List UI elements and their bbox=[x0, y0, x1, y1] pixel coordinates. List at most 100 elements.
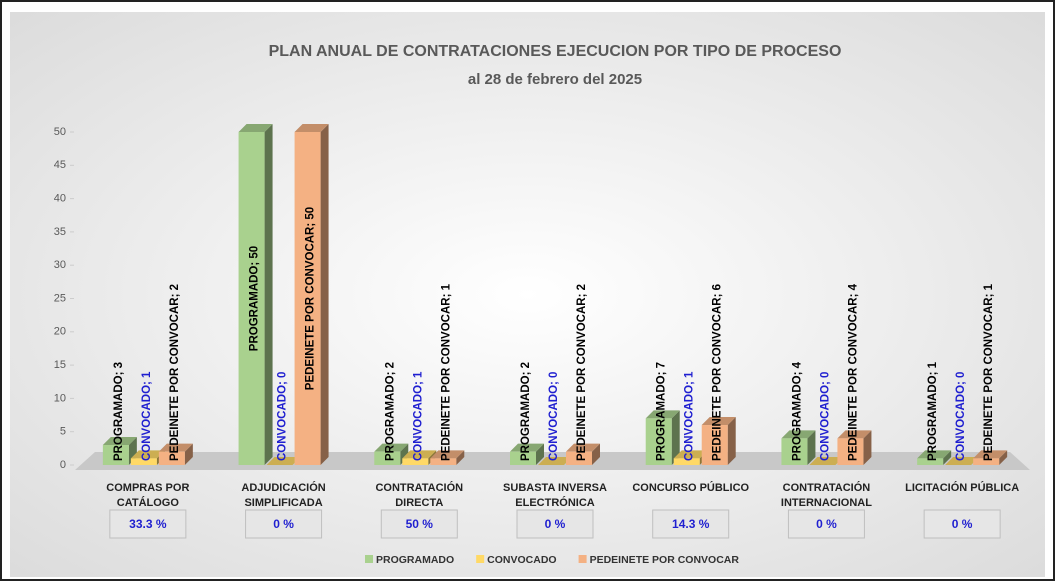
bar bbox=[374, 451, 401, 465]
chart-area bbox=[10, 12, 1045, 577]
legend-swatch bbox=[578, 555, 587, 563]
percent-box bbox=[787, 509, 865, 539]
percent-label: 50 % bbox=[406, 517, 434, 531]
percent-box bbox=[245, 509, 323, 539]
data-label: PEDEINETE POR CONVOCAR; 50 bbox=[305, 207, 317, 390]
bar bbox=[837, 438, 864, 465]
y-tick-label: 45 bbox=[54, 159, 66, 171]
y-tick-label: 15 bbox=[54, 359, 66, 371]
x-tick-label: LICITACIÓN PÚBLICA bbox=[905, 481, 1019, 494]
legend-label: PEDEINETE POR CONVOCAR bbox=[590, 554, 740, 566]
bar bbox=[102, 445, 129, 465]
percent-label: 14.3 % bbox=[672, 517, 710, 531]
x-tick-label: COMPRAS POR CATÁLOGO bbox=[106, 482, 189, 509]
chart-title: PLAN ANUAL DE CONTRATACIONES EJECUCION P… bbox=[269, 43, 842, 60]
bar-side bbox=[943, 450, 952, 465]
bar-top bbox=[510, 443, 544, 452]
bar-side bbox=[456, 450, 465, 465]
percent-box bbox=[380, 509, 458, 539]
bar-top bbox=[917, 450, 952, 459]
bar-side bbox=[264, 124, 273, 465]
legend-label: CONVOCADO bbox=[487, 554, 556, 566]
data-label: CONVOCADO; 1 bbox=[412, 371, 424, 461]
bar-top bbox=[809, 457, 844, 465]
bar bbox=[158, 451, 185, 465]
y-tick-label: 40 bbox=[54, 193, 66, 205]
data-label: PEDEINETE POR CONVOCAR; 2 bbox=[169, 284, 181, 461]
data-label: PROGRAMADO; 3 bbox=[113, 362, 125, 461]
bar-side bbox=[807, 430, 816, 465]
bar bbox=[130, 458, 157, 465]
y-tick-label: 35 bbox=[54, 226, 66, 238]
chart-subtitle: al 28 de febrero del 2025 bbox=[468, 71, 642, 88]
x-tick-label: CONTRATACIÓN DIRECTA bbox=[375, 481, 463, 509]
bar bbox=[673, 458, 700, 465]
bar-top bbox=[266, 457, 301, 465]
x-tick-label: ADJUDICACIÓN SIMPLIFICADA bbox=[241, 481, 325, 509]
data-label: PROGRAMADO; 1 bbox=[927, 361, 939, 461]
bar-top bbox=[945, 457, 980, 465]
bar bbox=[917, 458, 944, 465]
y-tick-label: 25 bbox=[54, 292, 66, 304]
bar-side bbox=[592, 443, 600, 465]
bar bbox=[781, 438, 808, 465]
bar bbox=[566, 451, 592, 465]
data-label: PEDEINETE POR CONVOCAR; 1 bbox=[983, 283, 995, 461]
data-label: PROGRAMADO; 4 bbox=[791, 361, 803, 461]
x-tick-label: SUBASTA INVERSA ELECTRÓNICA bbox=[503, 482, 607, 509]
y-tick-label: 10 bbox=[54, 392, 66, 404]
percent-box bbox=[923, 509, 1001, 539]
y-tick-label: 0 bbox=[60, 459, 66, 471]
bar-top bbox=[102, 437, 137, 446]
bar-side bbox=[184, 443, 193, 465]
bar bbox=[238, 132, 265, 465]
data-label: PROGRAMADO; 2 bbox=[520, 362, 532, 461]
bar-side bbox=[727, 417, 736, 465]
bar bbox=[402, 458, 429, 465]
percent-box bbox=[652, 509, 730, 539]
bar-top bbox=[158, 443, 193, 452]
bar-side bbox=[536, 443, 544, 465]
bar bbox=[430, 458, 457, 465]
bar-top bbox=[130, 450, 165, 459]
percent-box bbox=[109, 509, 187, 539]
x-tick-label: CONCURSO PÚBLICO bbox=[632, 481, 749, 494]
bar-top bbox=[701, 417, 736, 426]
percent-label: 0 % bbox=[273, 517, 294, 531]
data-label: CONVOCADO; 1 bbox=[684, 371, 696, 461]
legend-swatch bbox=[476, 555, 485, 563]
percent-label: 0 % bbox=[952, 517, 973, 531]
legend-label: PROGRAMADO bbox=[376, 554, 454, 566]
data-label: CONVOCADO; 0 bbox=[548, 372, 560, 461]
bar-top bbox=[402, 450, 437, 459]
bar-top bbox=[294, 124, 329, 132]
bar bbox=[294, 132, 321, 465]
y-tick-label: 50 bbox=[54, 126, 66, 138]
percent-label: 0 % bbox=[816, 517, 837, 531]
data-label: PEDEINETE POR CONVOCAR; 6 bbox=[712, 284, 724, 461]
y-tick-label: 20 bbox=[54, 326, 66, 338]
data-label: PEDEINETE POR CONVOCAR; 2 bbox=[576, 284, 588, 461]
legend-swatch bbox=[365, 555, 373, 563]
data-label: PROGRAMADO; 2 bbox=[384, 362, 396, 461]
y-tick-label: 30 bbox=[54, 259, 66, 271]
y-tick-label: 5 bbox=[60, 426, 66, 438]
percent-box bbox=[516, 509, 594, 539]
data-label: CONVOCADO; 1 bbox=[141, 371, 153, 461]
data-label: PEDEINETE POR CONVOCAR; 4 bbox=[847, 283, 859, 461]
percent-label: 33.3 % bbox=[129, 517, 167, 531]
data-label: PROGRAMADO; 50 bbox=[249, 246, 261, 351]
bar-top bbox=[973, 450, 1008, 459]
x-tick-label: CONTRATACIÓN INTERNACIONAL bbox=[781, 481, 872, 509]
data-label: PEDEINETE POR CONVOCAR; 1 bbox=[440, 283, 452, 461]
bar bbox=[510, 451, 536, 465]
percent-label: 0 % bbox=[545, 517, 566, 531]
bar-side bbox=[999, 450, 1008, 465]
bar-top bbox=[781, 430, 816, 439]
data-label: CONVOCADO; 0 bbox=[955, 372, 967, 461]
bar-top bbox=[430, 450, 465, 459]
data-label: CONVOCADO; 0 bbox=[277, 372, 289, 461]
data-label: PROGRAMADO; 7 bbox=[656, 362, 668, 461]
bar-side bbox=[320, 124, 329, 465]
